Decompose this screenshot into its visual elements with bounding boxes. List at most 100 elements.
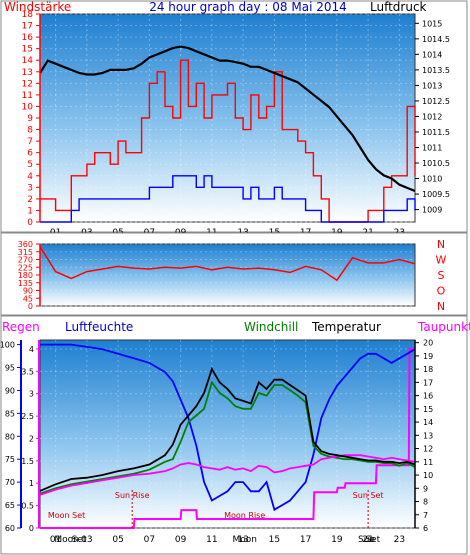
dewpoint-label: Taupunkt (417, 320, 470, 334)
humidity-axis-tick-label: 80 (5, 432, 15, 441)
p3-x-tick-label: 21 (362, 535, 373, 545)
compass-label: S (438, 269, 445, 282)
direction-series-line (39, 246, 416, 282)
p1-left-tick-label: 3 (27, 183, 33, 193)
temp-axis-tick-label: 12 (423, 445, 433, 454)
p1-left-tick-label: 8 (27, 126, 33, 136)
astro-annotation: Moon Set (48, 511, 85, 520)
temp-axis-tick-label: 11 (423, 458, 433, 467)
rain-axis-tick-label: 3 (29, 390, 34, 399)
temp-axis-tick-label: 20 (423, 339, 433, 348)
p3-x-tick-label: 17 (300, 535, 311, 545)
p1-right-tick-label: 1015 (422, 19, 442, 28)
p1-left-tick-label: 15 (22, 45, 33, 55)
compass-label: N (437, 238, 445, 251)
p2-left-tick-label: 45 (23, 294, 33, 303)
p2-left-tick-label: 360 (18, 240, 33, 249)
p1-left-tick-label: 17 (22, 22, 33, 32)
rain-axis-tick-label: 4 (29, 345, 34, 354)
compass-label: W (436, 254, 447, 267)
dewpoint-series-line (39, 454, 416, 496)
p2-left-tick-label: 135 (18, 279, 33, 288)
p1-right-tick-label: 1010.5 (422, 159, 450, 168)
panel-3-plot (39, 339, 416, 529)
astro-annotation: Sun Set (353, 491, 384, 500)
p1-right-tick-label: 1009.5 (422, 190, 450, 199)
astro-bottom-label: Moon (232, 535, 256, 545)
astro-bottom-label: Set (365, 535, 380, 545)
astro-bottom-label: Moon (54, 535, 78, 545)
p3-x-tick-label: 01 (50, 535, 61, 545)
rain-axis-tick-label: 1.5 (21, 457, 34, 466)
p1-left-tick-label: 10 (22, 102, 34, 112)
p1-right-tick-label: 1014 (422, 50, 442, 59)
chart-title: 24 hour graph day : 08 Mai 2014 (149, 0, 347, 14)
p1-left-tick-label: 11 (22, 91, 33, 101)
p1-left-tick-label: 18 (22, 10, 34, 20)
p1-right-tick-label: 1014.5 (422, 35, 450, 44)
p3-x-tick-label: 23 (394, 535, 405, 545)
p1-right-tick-label: 1011.5 (422, 128, 450, 137)
p3-x-tick-label: 03 (81, 535, 92, 545)
rain-axis-tick-label: 2 (29, 434, 34, 443)
humidity-axis-tick-label: 90 (5, 386, 15, 395)
temp-axis-tick-label: 6 (423, 524, 428, 533)
temp-axis-tick-label: 7 (423, 511, 428, 520)
p3-x-tick-label: 09 (175, 535, 187, 545)
compass-label: N (437, 300, 445, 313)
astro-bottom-label: Set (72, 535, 87, 545)
temperature-series-line (39, 366, 416, 492)
astro-bottom-label: Sun (358, 535, 375, 545)
p1-right-tick-label: 1011 (422, 143, 442, 152)
p1-right-tick-label: 1012 (422, 112, 442, 121)
p1-left-tick-label: 1 (27, 206, 33, 216)
temp-axis-tick-label: 14 (423, 418, 433, 427)
humidity-axis-tick-label: 70 (5, 478, 15, 487)
humidity-axis-tick-label: 85 (5, 409, 15, 418)
wind-series-line (40, 175, 416, 223)
rain-axis-tick-label: 0.5 (21, 502, 34, 511)
p1-right-tick-label: 1009 (422, 206, 442, 215)
p2-left-tick-label: 270 (18, 256, 33, 265)
temp-axis-tick-label: 16 (423, 392, 433, 401)
temp-axis-tick-label: 8 (423, 498, 428, 507)
humidity-axis-tick-label: 75 (5, 455, 15, 464)
pressure-series-line (39, 45, 416, 193)
rain-axis-tick-label: 3.5 (21, 367, 34, 376)
humidity-axis-label: Luftfeuchte (65, 320, 133, 334)
p1-left-tick-label: 4 (27, 172, 33, 182)
p3-x-tick-label: 11 (206, 535, 217, 545)
p1-right-tick-label: 1013.5 (422, 66, 450, 75)
p1-left-tick-label: 12 (22, 79, 33, 89)
temp-axis-tick-label: 19 (423, 352, 433, 361)
p3-x-tick-label: 19 (331, 535, 343, 545)
p2-left-tick-label: 225 (18, 263, 33, 272)
p1-left-tick-label: 9 (27, 114, 33, 124)
p2-left-tick-label: 0 (28, 302, 33, 311)
humidity-axis-tick-label: 100 (0, 341, 15, 350)
p1-right-tick-label: 1012.5 (422, 97, 450, 106)
temp-axis-tick-label: 10 (423, 471, 433, 480)
rain-series-line (40, 348, 415, 529)
humidity-axis-tick-label: 60 (5, 524, 15, 533)
p1-left-tick-label: 16 (22, 33, 34, 43)
temp-axis-tick-label: 9 (423, 484, 428, 493)
p3-x-tick-label: 05 (112, 535, 123, 545)
p1-left-tick-label: 0 (27, 218, 33, 228)
p2-left-tick-label: 315 (18, 248, 33, 257)
temp-axis-tick-label: 17 (423, 378, 433, 387)
p3-x-tick-label: 07 (144, 535, 155, 545)
p2-left-tick-label: 180 (18, 271, 33, 280)
temp-axis-tick-label: 15 (423, 405, 433, 414)
astro-annotation: Moon Rise (224, 511, 265, 520)
windchill-label: Windchill (244, 320, 298, 334)
p1-left-tick-label: 5 (27, 160, 33, 170)
p2-left-tick-label: 90 (23, 287, 33, 296)
rain-axis-tick-label: 1 (29, 479, 34, 488)
wind-axis-label: Windstärke (4, 0, 71, 14)
humidity-axis-tick-label: 65 (5, 501, 15, 510)
rain-axis-label: Regen (2, 320, 40, 334)
humidity-axis-tick-label: 95 (5, 364, 15, 373)
temp-axis-tick-label: 13 (423, 431, 433, 440)
